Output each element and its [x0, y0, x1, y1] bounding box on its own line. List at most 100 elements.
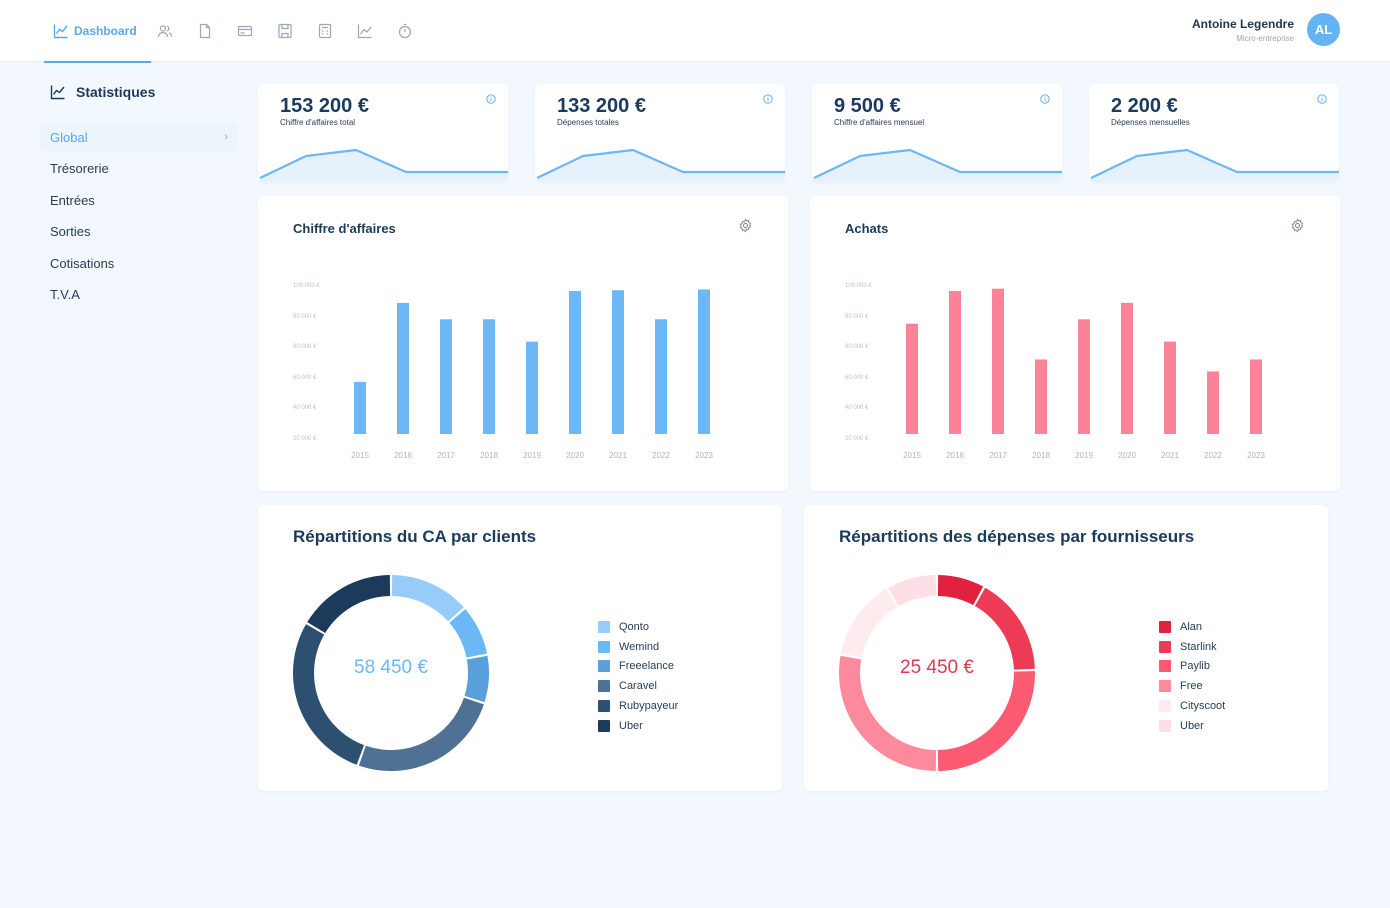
donut-slice[interactable] [464, 655, 489, 703]
bar[interactable] [1078, 319, 1090, 434]
gear-icon[interactable] [738, 218, 753, 233]
sidebar-item-label: Global [50, 129, 88, 145]
bar[interactable] [906, 323, 918, 434]
bar[interactable] [569, 290, 581, 434]
bar[interactable] [1207, 371, 1219, 434]
y-tick-label: 100 000 € [293, 283, 320, 289]
legend-label: Free [1180, 680, 1203, 693]
donut-center-value: 25 450 € [900, 657, 974, 678]
save-icon [278, 23, 292, 39]
bar[interactable] [526, 341, 538, 434]
revenue-by-client-card: Répartitions du CA par clients 58 450 € … [258, 505, 782, 791]
x-tick-label: 2020 [566, 451, 584, 460]
donut-slice[interactable] [937, 575, 984, 606]
y-tick-label: 80 000 € [845, 344, 869, 350]
bar[interactable] [655, 319, 667, 434]
bar[interactable] [698, 289, 710, 434]
x-tick-label: 2017 [437, 451, 455, 460]
legend-swatch [1159, 680, 1171, 693]
bar[interactable] [354, 381, 366, 434]
x-tick-label: 2023 [695, 451, 713, 460]
nav-users[interactable] [145, 0, 185, 62]
legend-label: Caravel [619, 680, 657, 693]
donut-slice[interactable] [358, 697, 484, 771]
kpi-value: 153 200 € [280, 95, 369, 117]
sidebar-item-tresorerie[interactable]: Trésorerie [40, 155, 238, 183]
legend-label: Cityscoot [1180, 700, 1226, 713]
kpi-card-monthly-expenses: 2 200 € Dépenses mensuelles [1089, 84, 1339, 182]
x-tick-label: 2019 [523, 451, 541, 460]
bar[interactable] [440, 319, 452, 434]
gear-icon[interactable] [1290, 218, 1305, 233]
legend-item: Uber [598, 716, 678, 736]
document-icon [199, 23, 210, 39]
avatar[interactable]: AL [1307, 13, 1340, 46]
donut-slice[interactable] [307, 575, 391, 634]
donut-slice[interactable] [391, 575, 464, 622]
bar[interactable] [1250, 359, 1262, 435]
kpi-value: 133 200 € [557, 95, 646, 117]
user-name: Antoine Legendre [1191, 16, 1294, 31]
nav-cards[interactable] [225, 0, 265, 62]
user-menu[interactable]: Antoine Legendre Micro-entreprise AL [1192, 13, 1340, 46]
bar[interactable] [483, 319, 495, 434]
bar[interactable] [1121, 302, 1133, 434]
line-chart-icon [50, 85, 65, 100]
x-tick-label: 2023 [1247, 451, 1265, 460]
donut-slice[interactable] [839, 655, 937, 771]
bar[interactable] [1035, 359, 1047, 435]
sidebar-item-entrees[interactable]: Entrées [40, 186, 238, 214]
legend-swatch [1159, 620, 1171, 633]
sidebar-item-label: Cotisations [50, 255, 115, 271]
legend-item: Qonto [598, 617, 678, 637]
donut-slice[interactable] [888, 575, 937, 607]
main-nav: Dashboard [40, 0, 425, 63]
info-icon[interactable] [763, 94, 773, 104]
nav-save[interactable] [265, 0, 305, 62]
bar[interactable] [1164, 341, 1176, 434]
nav-stats[interactable] [345, 0, 385, 62]
bar[interactable] [397, 302, 409, 434]
kpi-card-monthly-revenue: 9 500 € Chiffre d'affaires mensuel [812, 84, 1062, 182]
legend-swatch [1159, 700, 1171, 713]
legend-item: Freeelance [598, 657, 678, 677]
legend-label: Starlink [1180, 640, 1217, 653]
chart-title: Achats [845, 221, 889, 236]
sidebar-item-sorties[interactable]: Sorties [40, 218, 238, 246]
sparkline [258, 148, 508, 182]
donut-slice[interactable] [449, 609, 488, 658]
x-tick-label: 2022 [1204, 451, 1222, 460]
legend-item: Uber [1159, 716, 1225, 736]
x-tick-label: 2016 [946, 451, 964, 460]
y-tick-label: 90 000 € [845, 314, 869, 320]
sidebar-item-global[interactable]: Global › [40, 123, 238, 151]
donut-slice[interactable] [937, 671, 1035, 771]
sidebar-item-label: Sorties [50, 224, 91, 240]
donut-slice[interactable] [293, 624, 365, 765]
info-icon[interactable] [486, 94, 496, 104]
sidebar-item-tva[interactable]: T.V.A [40, 281, 238, 309]
nav-documents[interactable] [185, 0, 225, 62]
x-tick-label: 2016 [394, 451, 412, 460]
expenses-by-supplier-card: Répartitions des dépenses par fournisseu… [804, 505, 1328, 791]
nav-dashboard[interactable]: Dashboard [40, 0, 151, 63]
bar[interactable] [992, 288, 1004, 434]
info-icon[interactable] [1040, 94, 1050, 104]
donut-slice[interactable] [974, 587, 1035, 670]
donut-center-value: 58 450 € [354, 657, 428, 678]
nav-timer[interactable] [385, 0, 425, 62]
card-icon [237, 25, 252, 37]
users-icon [157, 25, 172, 38]
donut-slice[interactable] [840, 589, 898, 658]
sidebar-item-cotisations[interactable]: Cotisations [40, 249, 238, 277]
bar[interactable] [612, 290, 624, 434]
bar[interactable] [949, 290, 961, 434]
y-tick-label: 20 000 € [845, 436, 869, 442]
timer-icon [398, 23, 411, 39]
y-tick-label: 100 000 € [845, 283, 872, 289]
info-icon[interactable] [1317, 94, 1327, 104]
kpi-label: Dépenses totales [557, 118, 619, 127]
donut-title: Répartitions du CA par clients [293, 527, 537, 546]
user-role: Micro-entreprise [1236, 33, 1294, 43]
nav-calculator[interactable] [305, 0, 345, 62]
